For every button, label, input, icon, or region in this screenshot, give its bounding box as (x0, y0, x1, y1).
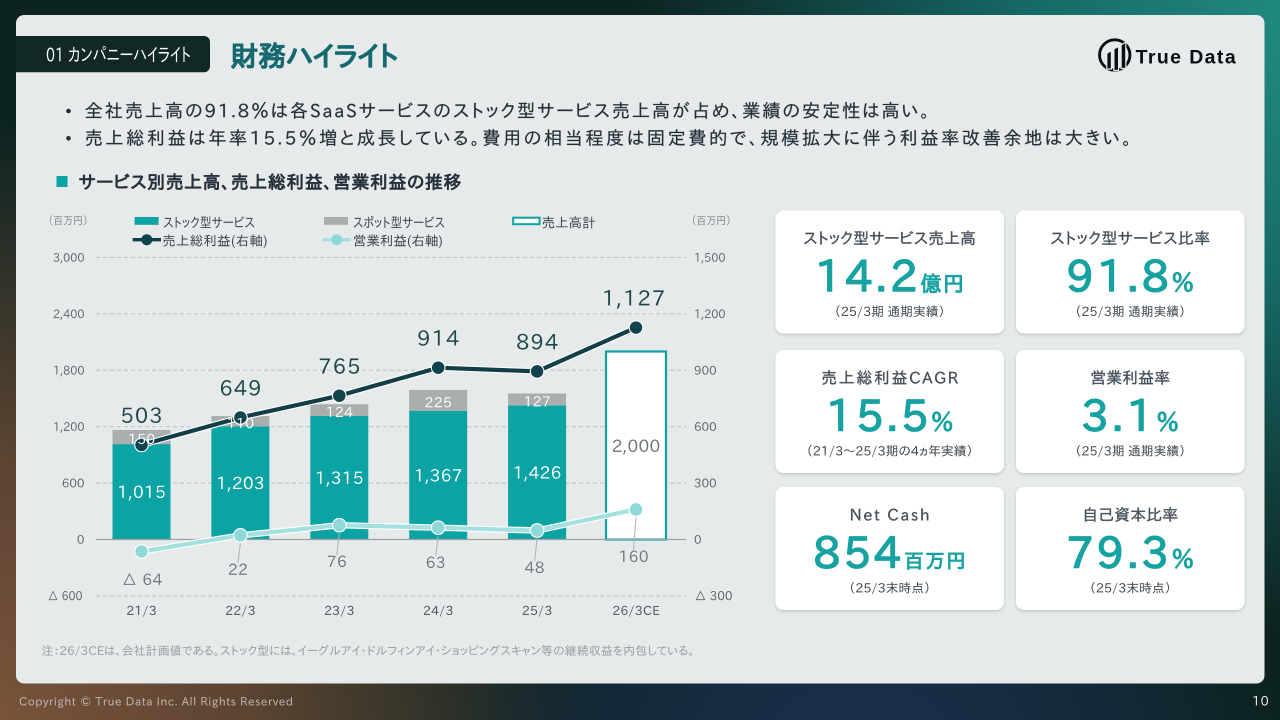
svg-text:True Data: True Data (1136, 47, 1237, 69)
